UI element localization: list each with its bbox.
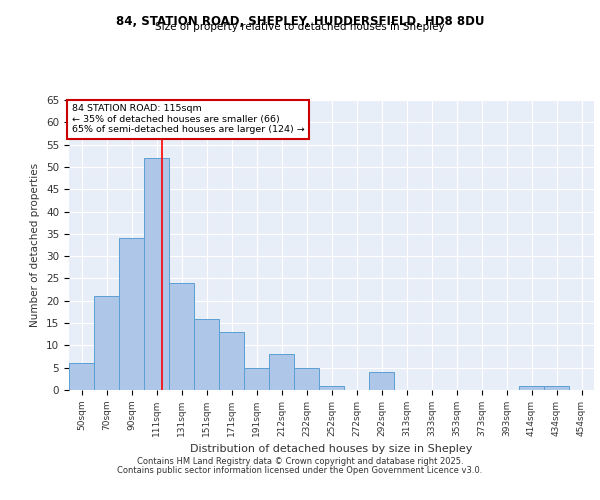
Text: Size of property relative to detached houses in Shepley: Size of property relative to detached ho… [155, 22, 445, 32]
Text: Contains HM Land Registry data © Crown copyright and database right 2025.: Contains HM Land Registry data © Crown c… [137, 458, 463, 466]
Bar [119, 238, 144, 390]
Bar [94, 296, 119, 390]
Text: 84 STATION ROAD: 115sqm
← 35% of detached houses are smaller (66)
65% of semi-de: 84 STATION ROAD: 115sqm ← 35% of detache… [71, 104, 304, 134]
Y-axis label: Number of detached properties: Number of detached properties [31, 163, 40, 327]
Text: 84, STATION ROAD, SHEPLEY, HUDDERSFIELD, HD8 8DU: 84, STATION ROAD, SHEPLEY, HUDDERSFIELD,… [116, 15, 484, 28]
Bar [519, 386, 544, 390]
Bar [144, 158, 169, 390]
Bar [194, 318, 219, 390]
Bar [369, 372, 394, 390]
Bar [169, 283, 194, 390]
Bar [294, 368, 319, 390]
Bar [69, 363, 94, 390]
Bar [244, 368, 269, 390]
X-axis label: Distribution of detached houses by size in Shepley: Distribution of detached houses by size … [190, 444, 473, 454]
Text: Contains public sector information licensed under the Open Government Licence v3: Contains public sector information licen… [118, 466, 482, 475]
Bar [319, 386, 344, 390]
Bar [544, 386, 569, 390]
Bar [219, 332, 244, 390]
Bar [269, 354, 294, 390]
